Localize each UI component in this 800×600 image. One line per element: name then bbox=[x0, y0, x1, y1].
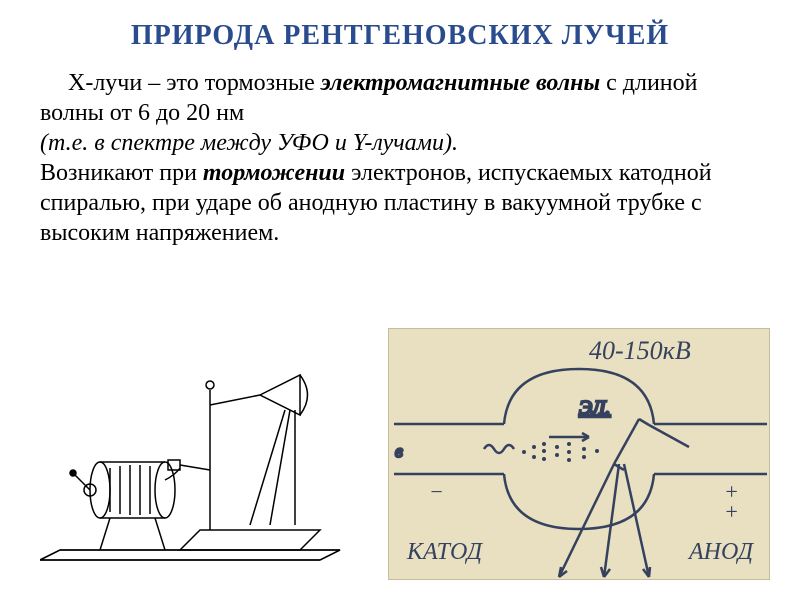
apparatus-svg bbox=[40, 360, 360, 570]
label-voltage: 40-150кВ bbox=[589, 336, 691, 365]
text-seg-bold: электромагнитные волны bbox=[321, 70, 600, 96]
anode-sign-2: + bbox=[724, 499, 739, 524]
figures-row: 40-150кВ в bbox=[0, 330, 800, 590]
label-anode: АНОД bbox=[687, 539, 755, 565]
figure-tube: 40-150кВ в bbox=[388, 328, 770, 580]
text-seg: Возникают при bbox=[40, 160, 203, 186]
label-cathode: КАТОД bbox=[406, 539, 484, 565]
cathode-sign: − bbox=[429, 479, 444, 504]
slide: ПРИРОДА РЕНТГЕНОВСКИХ ЛУЧЕЙ Х-лучи – это… bbox=[0, 0, 800, 600]
tube-svg: 40-150кВ в bbox=[389, 329, 769, 579]
figure-apparatus bbox=[40, 360, 360, 570]
slide-title: ПРИРОДА РЕНТГЕНОВСКИХ ЛУЧЕЙ bbox=[40, 20, 760, 52]
label-b: в bbox=[395, 441, 403, 461]
text-seg-bold: торможении bbox=[203, 160, 345, 186]
label-el: ЭЛ. bbox=[579, 397, 610, 419]
body-text: Х-лучи – это тормозные электромагнитные … bbox=[40, 68, 760, 248]
text-seg-italic: (т.е. в спектре между УФО и Y-лучами). bbox=[40, 130, 458, 156]
text-seg: Х-лучи – это тормозные bbox=[68, 70, 321, 96]
